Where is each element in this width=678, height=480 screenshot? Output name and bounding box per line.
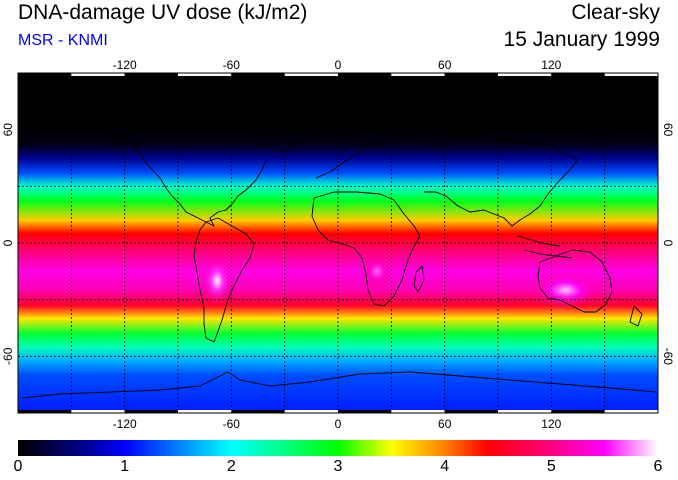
bottom-frame-segment xyxy=(444,410,498,413)
top-frame-segment xyxy=(231,73,285,76)
map-title: DNA-damage UV dose (kJ/m2) xyxy=(18,1,308,24)
bottom-frame-segment xyxy=(284,410,338,413)
graticule xyxy=(18,73,658,413)
coastline-africa xyxy=(311,191,421,307)
coastline-indonesia xyxy=(517,235,573,259)
colorbar-tick-label: 1 xyxy=(120,458,130,475)
coastline-madagascar xyxy=(413,265,425,293)
bottom-frame-segment xyxy=(71,410,125,413)
top-frame-segment xyxy=(338,73,392,76)
bottom-frame-segment xyxy=(231,410,285,413)
left-latitude-label: -60 xyxy=(1,347,15,365)
bottom-frame-segment xyxy=(18,410,72,413)
coastlines xyxy=(21,115,657,399)
bottom-frame-segment xyxy=(498,410,552,413)
bottom-frame-segment xyxy=(124,410,178,413)
coastline-south-america xyxy=(193,217,255,343)
top-longitude-label: -120 xyxy=(113,58,137,72)
dose-maximum-south-america xyxy=(203,258,232,303)
right-latitude-label: -60 xyxy=(661,348,675,366)
bottom-frame-segment xyxy=(338,410,392,413)
top-axis-frame xyxy=(18,73,658,76)
bottom-longitude-label: 120 xyxy=(541,417,561,431)
top-frame-segment xyxy=(444,73,498,76)
left-latitude-label: 0 xyxy=(1,239,15,246)
data-source-label: MSR - KNMI xyxy=(18,32,108,49)
colorbar-tick-label: 0 xyxy=(13,458,23,475)
top-longitude-label: 0 xyxy=(335,58,342,72)
right-latitude-label: 0 xyxy=(661,240,675,247)
coastline-asia xyxy=(424,129,579,227)
top-frame-segment xyxy=(284,73,338,76)
bottom-frame-segment xyxy=(178,410,232,413)
top-frame-segment xyxy=(18,73,72,76)
bottom-frame-segment xyxy=(391,410,445,413)
bottom-longitude-label: 60 xyxy=(438,417,452,431)
bottom-frame-segment xyxy=(551,410,605,413)
top-longitude-label: 120 xyxy=(541,58,561,72)
top-frame-segment xyxy=(71,73,125,76)
colorbar-tick-label: 5 xyxy=(546,458,556,475)
coastline-greenland xyxy=(255,115,311,153)
colorbar-tick-label: 2 xyxy=(226,458,236,475)
bottom-frame-segment xyxy=(604,410,658,413)
map-frame xyxy=(17,72,659,414)
dose-maximum-southern-africa xyxy=(361,253,394,290)
right-latitude-label: 60 xyxy=(661,123,675,137)
top-frame-segment xyxy=(178,73,232,76)
coastline-north-america xyxy=(75,117,267,227)
map-date-label: 15 January 1999 xyxy=(503,28,660,51)
bottom-longitude-label: 0 xyxy=(335,417,342,431)
bottom-longitude-label: -60 xyxy=(223,417,241,431)
sky-condition-label: Clear-sky xyxy=(571,1,660,24)
colorbar-tick-label: 3 xyxy=(333,458,343,475)
bottom-axis-frame xyxy=(18,410,658,413)
top-frame-segment xyxy=(124,73,178,76)
axis-labels: -120 -120 -60 -60 0 0 60 60 120 120 60 60 0 0 -60 -60 xyxy=(1,58,675,431)
coastline-antarctica xyxy=(21,371,657,399)
left-latitude-label: 60 xyxy=(1,123,15,137)
colorbar-tick-label: 6 xyxy=(653,458,663,475)
coastline-new-zealand xyxy=(629,305,643,327)
coastline-europe xyxy=(315,125,435,179)
colorbar-tick-label: 4 xyxy=(440,458,450,475)
dose-maximum-australia xyxy=(531,272,600,309)
top-frame-segment xyxy=(604,73,658,76)
bottom-longitude-label: -120 xyxy=(113,417,137,431)
colorbar xyxy=(18,440,658,456)
top-longitude-label: 60 xyxy=(438,58,452,72)
top-frame-segment xyxy=(498,73,552,76)
top-frame-segment xyxy=(551,73,605,76)
coastline-australia xyxy=(537,249,613,313)
top-frame-segment xyxy=(391,73,445,76)
top-longitude-label: -60 xyxy=(223,58,241,72)
